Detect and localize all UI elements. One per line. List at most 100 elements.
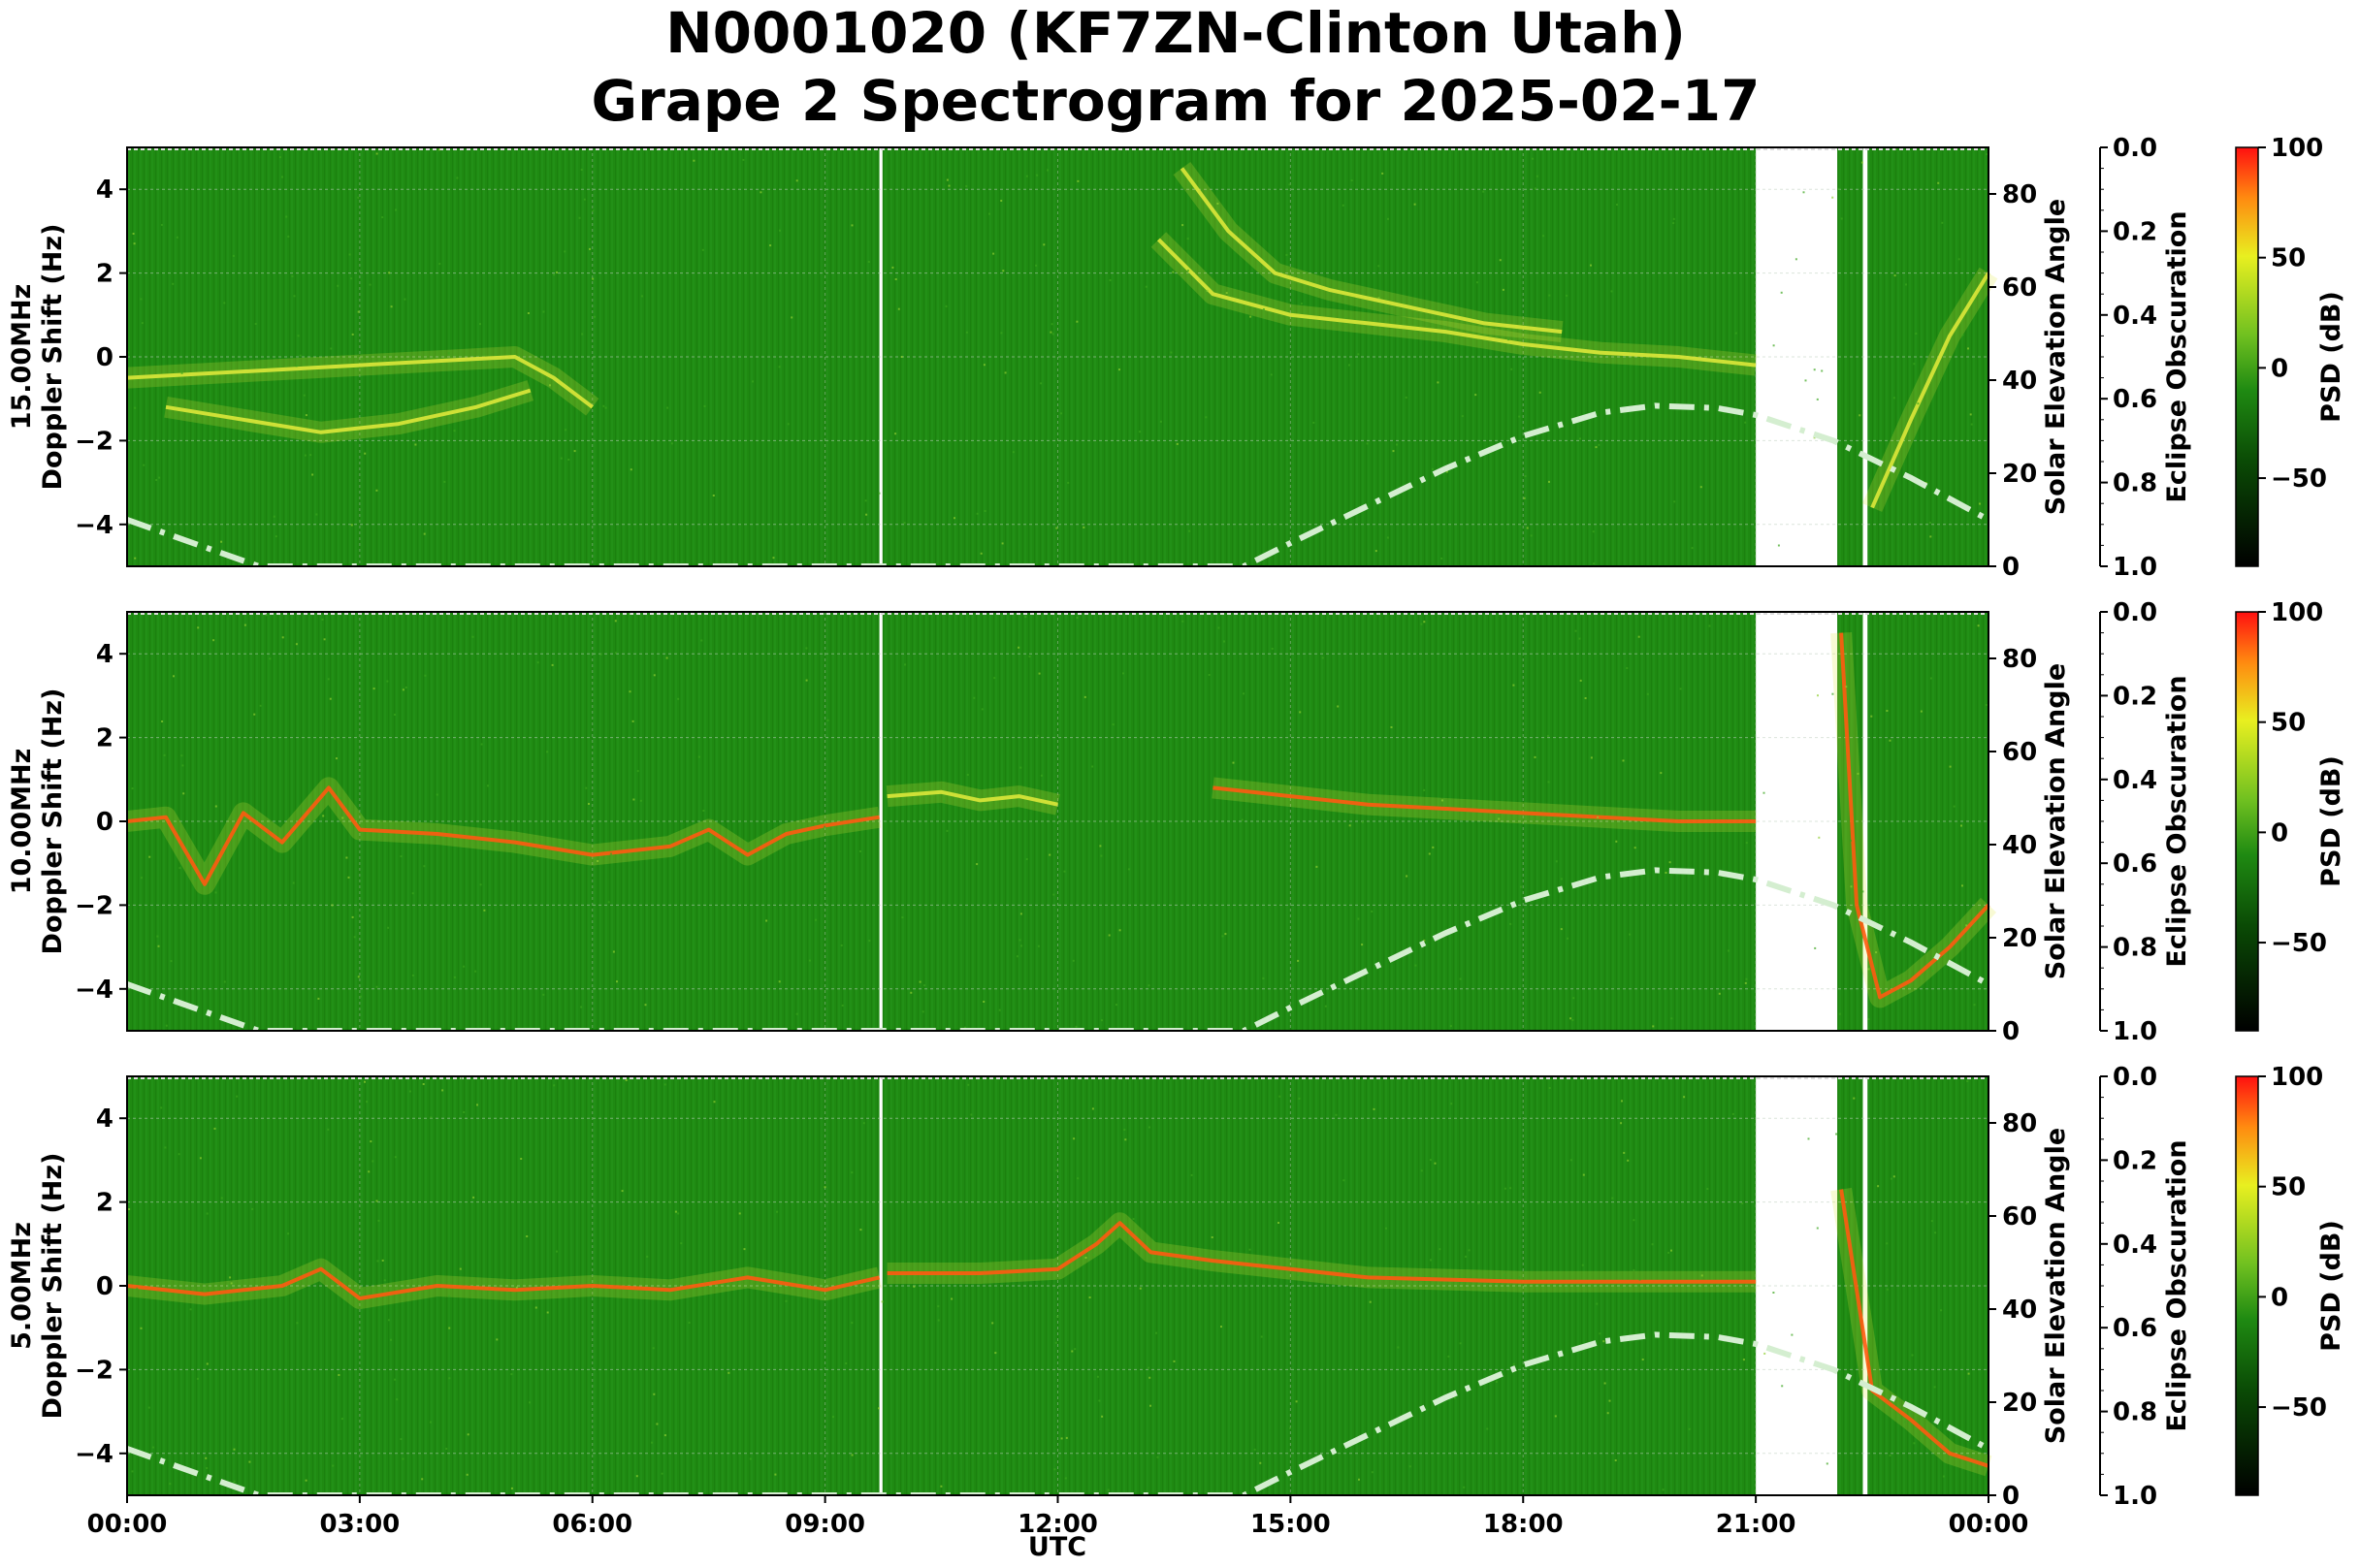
noise-speck [712, 495, 715, 496]
noise-speck [311, 473, 314, 476]
noise-speck [1566, 294, 1568, 297]
noise-speck [1249, 315, 1252, 318]
noise-speck [621, 1190, 624, 1193]
noise-speck [1512, 684, 1515, 687]
noise-speck [1582, 1173, 1585, 1176]
noise-speck [1441, 799, 1443, 802]
noise-speck [329, 697, 332, 700]
noise-speck [1633, 847, 1636, 849]
noise-speck [653, 1392, 656, 1395]
noise-speck [315, 513, 318, 516]
noise-speck [133, 242, 136, 245]
noise-speck [1903, 1421, 1906, 1424]
noise-speck [594, 315, 596, 318]
noise-speck [1063, 870, 1066, 873]
eclipse-obscuration-label: Eclipse Obscuration [2162, 1139, 2192, 1431]
noise-speck [155, 479, 158, 481]
noise-speck [327, 678, 330, 681]
noise-speck [1547, 781, 1550, 784]
noise-speck [632, 798, 635, 801]
noise-speck [510, 1373, 513, 1376]
colorbar-tick-label: −50 [2271, 929, 2327, 958]
noise-speck [1486, 1427, 1489, 1430]
noise-speck [981, 708, 984, 711]
left-tick-label: 2 [96, 724, 113, 753]
noise-speck [1979, 502, 1981, 505]
noise-speck [1405, 397, 1407, 399]
eclipse-tick-label: 0.0 [2113, 598, 2157, 627]
noise-speck [467, 1433, 469, 1436]
noise-speck [131, 787, 134, 790]
noise-speck [220, 1197, 223, 1200]
noise-speck [1139, 431, 1142, 433]
noise-speck [1000, 332, 1003, 335]
noise-speck [459, 1267, 462, 1270]
noise-speck [253, 713, 256, 716]
noise-speck [1708, 624, 1711, 627]
noise-speck [1243, 692, 1245, 695]
noise-speck [359, 995, 362, 998]
noise-speck [1534, 755, 1536, 758]
colorbar-tick-label: 50 [2271, 709, 2306, 738]
noise-speck [625, 1079, 628, 1081]
noise-speck [1148, 1366, 1150, 1369]
left-tick-label: 4 [96, 176, 113, 205]
noise-speck [1744, 981, 1747, 984]
noise-speck [141, 322, 144, 325]
noise-speck [1627, 1159, 1630, 1162]
noise-speck [948, 184, 951, 187]
noise-speck [1849, 839, 1852, 842]
noise-speck [1920, 710, 1923, 713]
noise-speck [1096, 1375, 1099, 1378]
noise-speck [693, 159, 695, 162]
noise-speck [357, 196, 360, 199]
noise-speck [1538, 391, 1541, 394]
noise-speck [701, 248, 704, 251]
noise-speck [1599, 1332, 1601, 1335]
noise-speck [1091, 1107, 1094, 1110]
noise-speck [1413, 203, 1416, 206]
noise-speck [1571, 1019, 1574, 1021]
noise-speck [1853, 1097, 1856, 1100]
noise-speck [970, 1113, 973, 1116]
noise-speck [697, 755, 700, 758]
noise-speck [1548, 294, 1551, 297]
noise-speck [1859, 414, 1861, 417]
noise-speck [1794, 258, 1797, 261]
noise-speck [305, 414, 307, 417]
noise-speck [180, 754, 183, 757]
noise-speck [375, 985, 378, 988]
noise-speck [897, 307, 900, 310]
noise-speck [366, 1101, 369, 1104]
noise-speck [815, 918, 817, 921]
noise-speck [808, 959, 811, 962]
noise-speck [1107, 1488, 1110, 1491]
noise-speck [940, 1485, 943, 1488]
signal-trace [1156, 238, 1757, 368]
noise-speck [396, 1398, 399, 1401]
panel-ylabel-freq: 10.00MHz [7, 749, 37, 895]
noise-speck [677, 697, 680, 700]
solar-elevation-curve [127, 1331, 1988, 1495]
noise-speck [738, 1212, 741, 1215]
noise-speck [1358, 1478, 1360, 1481]
noise-speck [1217, 626, 1220, 629]
noise-speck [945, 304, 948, 307]
data-gap [879, 1076, 883, 1495]
noise-speck [943, 800, 946, 803]
noise-speck [1262, 976, 1265, 979]
colorbar [2235, 611, 2259, 1032]
noise-speck [223, 980, 226, 983]
noise-speck [487, 784, 489, 787]
noise-speck [1430, 1259, 1432, 1262]
noise-speck [1813, 368, 1816, 371]
noise-speck [1892, 1175, 1895, 1178]
noise-speck [1495, 1381, 1498, 1383]
noise-speck [340, 1418, 343, 1421]
noise-speck [1646, 692, 1649, 695]
noise-speck [1101, 1415, 1104, 1418]
noise-speck [1223, 640, 1225, 643]
noise-speck [388, 272, 391, 274]
noise-speck [1065, 1436, 1068, 1439]
noise-speck [515, 1286, 518, 1289]
